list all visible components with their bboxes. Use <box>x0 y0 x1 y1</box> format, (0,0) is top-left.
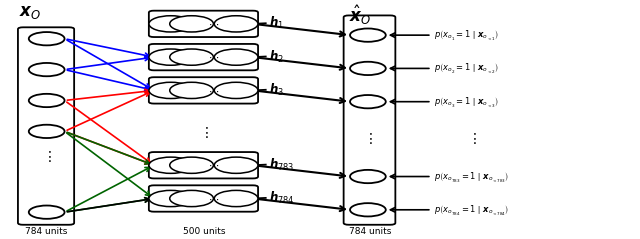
Circle shape <box>214 16 258 32</box>
Circle shape <box>350 28 386 42</box>
Circle shape <box>29 206 65 219</box>
Text: $\boldsymbol{x}_O$: $\boldsymbol{x}_O$ <box>19 3 41 21</box>
Circle shape <box>170 16 213 32</box>
Text: $\cdots$: $\cdots$ <box>208 160 220 170</box>
Text: $p\left(x_{o_{783}}=1\mid\boldsymbol{x}_{o_{<783}}\right)$: $p\left(x_{o_{783}}=1\mid\boldsymbol{x}_… <box>434 169 509 184</box>
Text: $\boldsymbol{h}_{783}$: $\boldsymbol{h}_{783}$ <box>269 157 294 173</box>
FancyBboxPatch shape <box>149 185 258 212</box>
Circle shape <box>29 32 65 45</box>
FancyBboxPatch shape <box>149 44 258 70</box>
Text: $p\left(x_{o_1}=1\mid\boldsymbol{x}_{o_{<1}}\right)$: $p\left(x_{o_1}=1\mid\boldsymbol{x}_{o_{… <box>434 28 499 42</box>
Text: $\vdots$: $\vdots$ <box>42 149 51 164</box>
Text: $\boldsymbol{h}_2$: $\boldsymbol{h}_2$ <box>269 49 284 65</box>
Text: 784 units: 784 units <box>349 227 391 236</box>
Text: 500 units: 500 units <box>182 227 225 236</box>
Text: $\boldsymbol{h}_3$: $\boldsymbol{h}_3$ <box>269 82 284 98</box>
Circle shape <box>214 82 258 98</box>
Circle shape <box>149 157 193 173</box>
Text: $p\left(x_{o_3}=1\mid\boldsymbol{x}_{o_{<3}}\right)$: $p\left(x_{o_3}=1\mid\boldsymbol{x}_{o_{… <box>434 95 499 109</box>
Text: $\hat{\boldsymbol{x}}_O$: $\hat{\boldsymbol{x}}_O$ <box>349 3 371 27</box>
Circle shape <box>350 62 386 75</box>
Text: $p\left(x_{o_{784}}=1\mid\boldsymbol{x}_{o_{<784}}\right)$: $p\left(x_{o_{784}}=1\mid\boldsymbol{x}_… <box>434 203 509 217</box>
Text: $\vdots$: $\vdots$ <box>363 131 372 146</box>
Circle shape <box>170 82 213 98</box>
Circle shape <box>214 190 258 207</box>
Text: $\boldsymbol{h}_{784}$: $\boldsymbol{h}_{784}$ <box>269 190 294 206</box>
Text: $\vdots$: $\vdots$ <box>467 131 477 146</box>
Text: $\cdots$: $\cdots$ <box>208 52 220 62</box>
Circle shape <box>170 157 213 173</box>
Text: $\boldsymbol{h}_1$: $\boldsymbol{h}_1$ <box>269 15 284 31</box>
Text: $\cdots$: $\cdots$ <box>208 194 220 203</box>
Circle shape <box>29 94 65 107</box>
Text: 784 units: 784 units <box>26 227 68 236</box>
FancyBboxPatch shape <box>149 77 258 103</box>
Circle shape <box>29 125 65 138</box>
Circle shape <box>149 190 193 207</box>
Circle shape <box>350 170 386 183</box>
Circle shape <box>149 16 193 32</box>
FancyBboxPatch shape <box>149 152 258 179</box>
Circle shape <box>350 203 386 217</box>
Circle shape <box>214 49 258 65</box>
Circle shape <box>149 82 193 98</box>
Text: $\cdots$: $\cdots$ <box>208 19 220 29</box>
Circle shape <box>149 49 193 65</box>
Circle shape <box>170 49 213 65</box>
Text: $p\left(x_{o_2}=1\mid\boldsymbol{x}_{o_{<2}}\right)$: $p\left(x_{o_2}=1\mid\boldsymbol{x}_{o_{… <box>434 61 499 76</box>
Circle shape <box>350 95 386 108</box>
Text: $\vdots$: $\vdots$ <box>199 125 209 140</box>
FancyBboxPatch shape <box>149 11 258 37</box>
FancyBboxPatch shape <box>18 27 74 225</box>
Circle shape <box>214 157 258 173</box>
Circle shape <box>29 63 65 76</box>
Circle shape <box>170 190 213 207</box>
FancyBboxPatch shape <box>344 16 396 225</box>
Text: $\cdots$: $\cdots$ <box>208 85 220 95</box>
